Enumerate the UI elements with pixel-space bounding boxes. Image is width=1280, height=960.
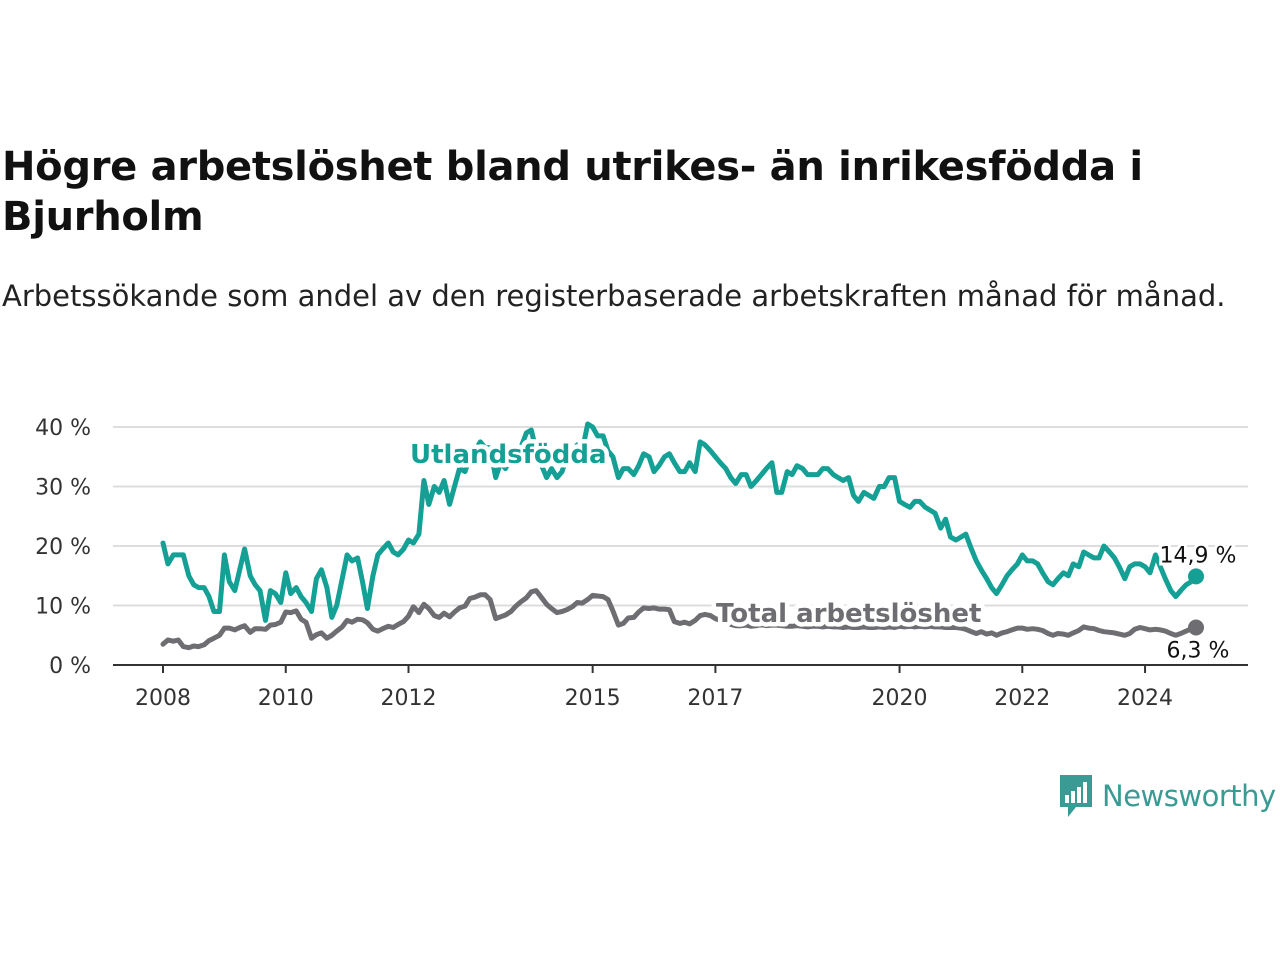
series-label-utlandsfodda: Utlandsfödda [410, 440, 607, 470]
x-tick-label: 2020 [872, 686, 928, 711]
y-tick-label: 10 % [35, 595, 91, 620]
x-tick-label: 2022 [994, 686, 1050, 711]
x-tick-label: 2010 [258, 686, 314, 711]
x-tick-label: 2012 [381, 686, 437, 711]
y-tick-label: 30 % [35, 476, 91, 501]
y-axis-tick-labels: 0 % 10 % 20 % 30 % 40 % [35, 416, 91, 679]
chart-subtitle: Arbetssökande som andel av den registerb… [2, 279, 1226, 313]
newsworthy-logo: Newsworthy [1058, 773, 1276, 819]
chart-title: Högre arbetslöshet bland utrikes- än inr… [2, 144, 1143, 240]
x-tick-label: 2008 [135, 686, 191, 711]
brand-name: Newsworthy [1102, 779, 1276, 813]
end-value-label-utlandsfodda: 14,9 % [1160, 543, 1237, 568]
series-line-total-arbetsloshet [160, 588, 1199, 651]
end-point-utlandsfodda [1188, 568, 1204, 585]
series-label-total-arbetsloshet: Total arbetslöshet [716, 599, 981, 629]
series-labels: 14,9 % 6,3 % Utlandsfödda Total arbetslöshe… [406, 436, 1240, 667]
end-value-label-total-arbetsloshet: 6,3 % [1167, 639, 1230, 664]
y-tick-label: 40 % [35, 416, 91, 441]
series-line-utlandsfodda [160, 421, 1199, 623]
end-point-total-arbetsloshet [1188, 619, 1204, 636]
y-tick-label: 20 % [35, 535, 91, 560]
y-tick-label: 0 % [49, 654, 91, 679]
x-tick-label: 2015 [565, 686, 621, 711]
gridlines [113, 426, 1248, 607]
bar-chart-bubble-icon [1060, 775, 1092, 817]
x-tick-label: 2017 [687, 686, 743, 711]
x-tick-label: 2024 [1117, 686, 1173, 711]
x-axis-tick-labels: 2008 2010 2012 2015 2017 2020 2022 2024 [135, 665, 1173, 711]
series-lines [160, 421, 1204, 651]
